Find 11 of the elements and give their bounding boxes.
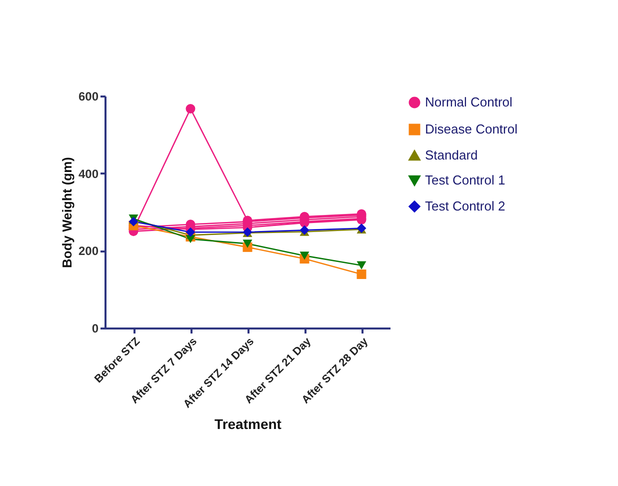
y-tick-label: 400 — [78, 166, 99, 181]
y-tick-label: 0 — [92, 322, 99, 336]
legend-label: Normal Control — [425, 94, 513, 110]
legend-label: Standard — [425, 148, 478, 162]
y-axis-title: Body Weight (gm) — [59, 157, 74, 268]
legend-label: Disease Control — [425, 122, 518, 136]
y-tick-label: 200 — [78, 244, 99, 258]
legend-label: Test Control 1 — [425, 172, 506, 188]
y-tick-label: 600 — [78, 90, 99, 104]
legend-label: Test Control 2 — [425, 198, 506, 214]
x-axis-title: Treatment — [214, 416, 282, 432]
